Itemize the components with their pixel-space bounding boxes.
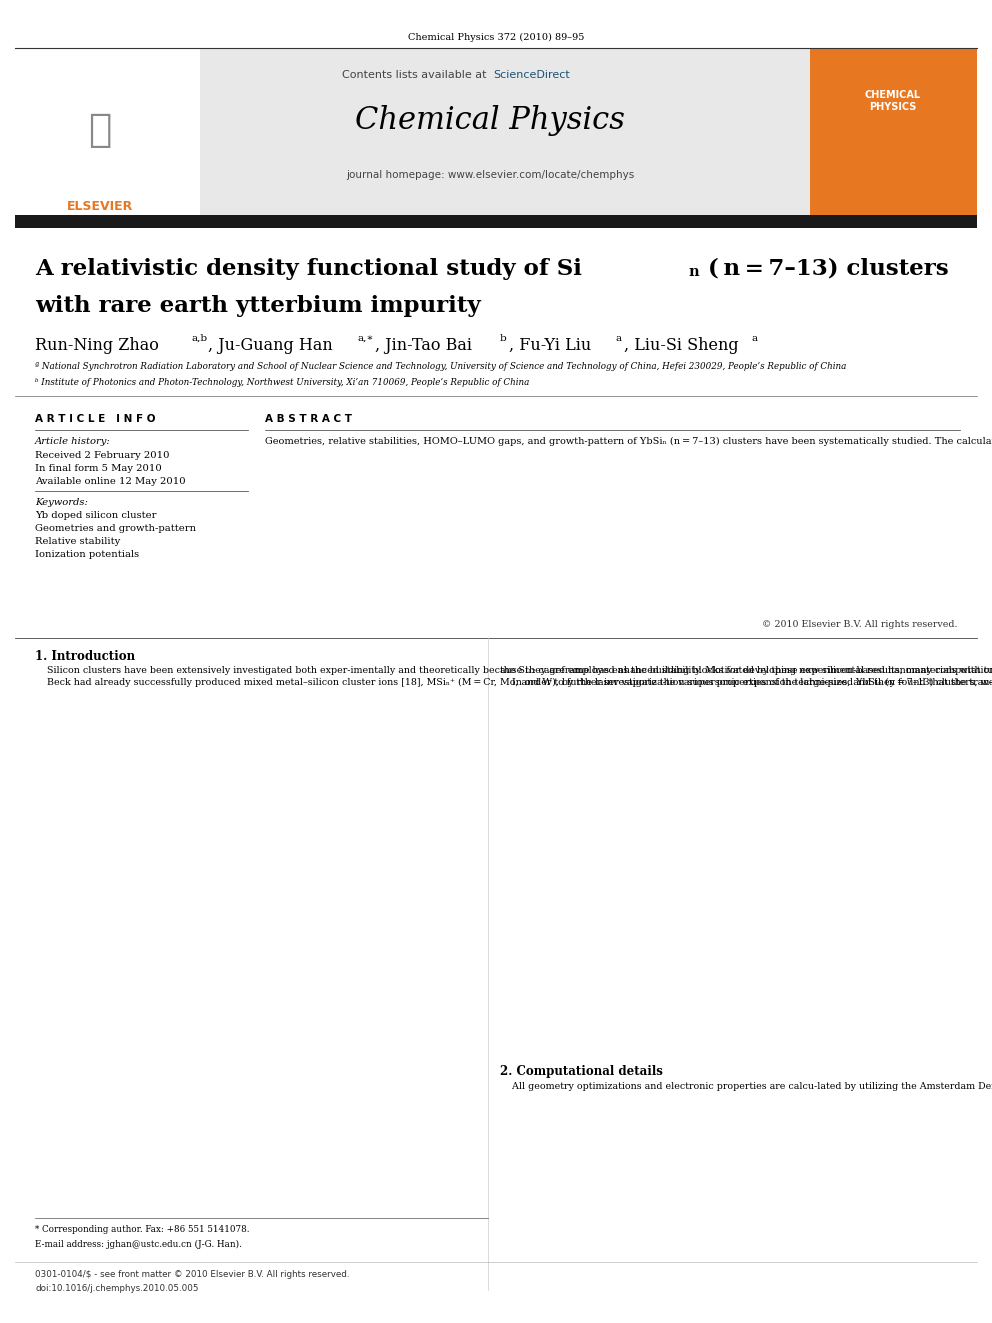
Text: ( n = 7–13) clusters: ( n = 7–13) clusters bbox=[700, 258, 948, 280]
Text: Keywords:: Keywords: bbox=[35, 497, 88, 507]
Text: b: b bbox=[500, 333, 507, 343]
Text: , Fu-Yi Liu: , Fu-Yi Liu bbox=[509, 337, 596, 355]
Text: ª National Synchrotron Radiation Laboratory and School of Nuclear Science and Te: ª National Synchrotron Radiation Laborat… bbox=[35, 363, 846, 370]
Text: A relativistic density functional study of Si: A relativistic density functional study … bbox=[35, 258, 582, 280]
Text: Received 2 February 2010: Received 2 February 2010 bbox=[35, 451, 170, 460]
Text: ScienceDirect: ScienceDirect bbox=[493, 70, 569, 79]
Text: Geometries and growth-pattern: Geometries and growth-pattern bbox=[35, 524, 196, 533]
Text: A R T I C L E   I N F O: A R T I C L E I N F O bbox=[35, 414, 156, 423]
Text: Chemical Physics 372 (2010) 89–95: Chemical Physics 372 (2010) 89–95 bbox=[408, 33, 584, 42]
Text: ELSEVIER: ELSEVIER bbox=[66, 200, 133, 213]
Text: n: n bbox=[688, 265, 698, 279]
Text: a: a bbox=[615, 333, 621, 343]
Text: Geometries, relative stabilities, HOMO–LUMO gaps, and growth-pattern of YbSiₙ (n: Geometries, relative stabilities, HOMO–L… bbox=[265, 437, 992, 446]
Text: Run-Ning Zhao: Run-Ning Zhao bbox=[35, 337, 164, 355]
Text: Yb doped silicon cluster: Yb doped silicon cluster bbox=[35, 511, 157, 520]
Text: 1. Introduction: 1. Introduction bbox=[35, 650, 135, 663]
Text: , Jin-Tao Bai: , Jin-Tao Bai bbox=[375, 337, 477, 355]
Text: E-mail address: jghan@ustc.edu.cn (J-G. Han).: E-mail address: jghan@ustc.edu.cn (J-G. … bbox=[35, 1240, 242, 1249]
Text: Relative stability: Relative stability bbox=[35, 537, 120, 546]
Text: a,∗: a,∗ bbox=[358, 333, 374, 343]
Bar bbox=[15, 216, 977, 228]
Text: Ionization potentials: Ionization potentials bbox=[35, 550, 139, 560]
Text: Chemical Physics: Chemical Physics bbox=[355, 105, 625, 136]
Text: , Liu-Si Sheng: , Liu-Si Sheng bbox=[624, 337, 744, 355]
Text: A B S T R A C T: A B S T R A C T bbox=[265, 414, 352, 423]
Text: doi:10.1016/j.chemphys.2010.05.005: doi:10.1016/j.chemphys.2010.05.005 bbox=[35, 1285, 198, 1293]
Text: CHEMICAL
PHYSICS: CHEMICAL PHYSICS bbox=[865, 90, 921, 112]
Bar bbox=[15, 48, 977, 216]
Text: journal homepage: www.elsevier.com/locate/chemphys: journal homepage: www.elsevier.com/locat… bbox=[346, 169, 634, 180]
Bar bbox=[810, 48, 977, 216]
Text: 2. Computational details: 2. Computational details bbox=[500, 1065, 663, 1078]
Text: 0301-0104/$ - see front matter © 2010 Elsevier B.V. All rights reserved.: 0301-0104/$ - see front matter © 2010 El… bbox=[35, 1270, 349, 1279]
Text: a: a bbox=[752, 333, 758, 343]
Text: with rare earth ytterbium impurity: with rare earth ytterbium impurity bbox=[35, 295, 481, 318]
Text: All geometry optimizations and electronic properties are calcu-lated by utilizin: All geometry optimizations and electroni… bbox=[500, 1082, 992, 1091]
Text: Silicon clusters have been extensively investigated both exper-imentally and the: Silicon clusters have been extensively i… bbox=[35, 665, 992, 687]
Text: Article history:: Article history: bbox=[35, 437, 111, 446]
Text: , Ju-Guang Han: , Ju-Guang Han bbox=[208, 337, 338, 355]
Bar bbox=[15, 48, 200, 216]
Text: a,b: a,b bbox=[192, 333, 208, 343]
Text: Available online 12 May 2010: Available online 12 May 2010 bbox=[35, 478, 186, 486]
Text: 🌳: 🌳 bbox=[88, 111, 112, 149]
Text: * Corresponding author. Fax: +86 551 5141078.: * Corresponding author. Fax: +86 551 514… bbox=[35, 1225, 250, 1234]
Text: © 2010 Elsevier B.V. All rights reserved.: © 2010 Elsevier B.V. All rights reserved… bbox=[763, 620, 958, 628]
Text: In final form 5 May 2010: In final form 5 May 2010 bbox=[35, 464, 162, 474]
Text: the Si₁₂ cageframe has enhanced stability. Motivated by these experimental resul: the Si₁₂ cageframe has enhanced stabilit… bbox=[500, 665, 992, 687]
Text: ᵇ Institute of Photonics and Photon-Technology, Northwest University, Xi’an 7100: ᵇ Institute of Photonics and Photon-Tech… bbox=[35, 378, 530, 388]
Text: Contents lists available at: Contents lists available at bbox=[342, 70, 490, 79]
